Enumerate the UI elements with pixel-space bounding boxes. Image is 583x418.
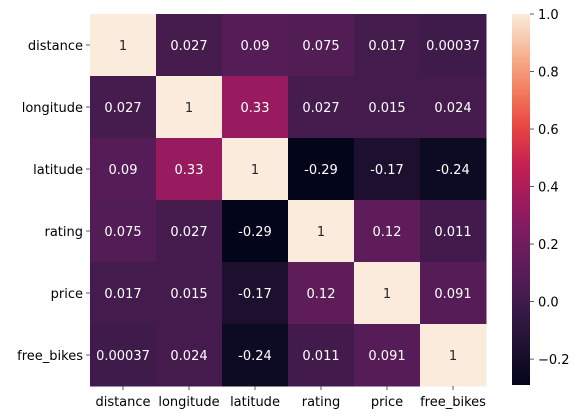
heatmap-cell (156, 14, 223, 77)
heatmap-cell (156, 200, 223, 263)
cell-value-label: 1 (383, 287, 391, 302)
heatmap-cell (222, 324, 289, 387)
cell-value-label: -0.24 (238, 349, 272, 364)
heatmap-cell (90, 76, 157, 139)
heatmap-cell (420, 138, 487, 201)
heatmap-cell (354, 138, 421, 201)
heatmap-cell (90, 200, 157, 263)
cell-value-label: 1 (317, 225, 325, 240)
heatmap-cell (420, 200, 487, 263)
cell-value-label: 0.024 (434, 101, 471, 116)
cell-value-label: 0.027 (170, 39, 207, 54)
heatmap-cell (354, 262, 421, 325)
y-tick-label: free_bikes (17, 349, 83, 364)
cell-value-label: -0.17 (370, 163, 404, 178)
y-tick-label: latitude (33, 163, 83, 178)
cell-value-label: 0.33 (175, 163, 204, 178)
cell-value-label: 0.017 (368, 39, 405, 54)
cell-value-label: 1 (185, 101, 193, 116)
heatmap-cell (420, 324, 487, 387)
heatmap-cell (354, 200, 421, 263)
y-tick-label: rating (44, 225, 83, 240)
heatmap-cell (90, 14, 157, 77)
heatmap-cell (156, 138, 223, 201)
cell-value-label: 1 (449, 349, 457, 364)
heatmap-cell (222, 138, 289, 201)
cell-value-label: 0.12 (373, 225, 402, 240)
y-axis-ticks: distance longitude latitude rating price free… (17, 39, 90, 364)
y-tick-label: longitude (22, 101, 83, 116)
heatmap-cell (354, 324, 421, 387)
heatmap-cell (288, 76, 355, 139)
cell-value-label: 0.011 (434, 225, 471, 240)
heatmap-cell (288, 200, 355, 263)
colorbar-tick-label: 1.0 (538, 8, 559, 23)
heatmap-cell (420, 76, 487, 139)
cell-value-label: 0.024 (170, 349, 207, 364)
cell-value-label: -0.17 (238, 287, 272, 302)
heatmap-cell (354, 76, 421, 139)
colorbar: −0.2 0.0 0.2 0.4 0.6 0.8 1.0 (512, 8, 570, 385)
cell-value-label: 0.075 (302, 39, 339, 54)
colorbar-tick-label: 0.2 (538, 238, 559, 253)
colorbar-tick-label: −0.2 (538, 353, 570, 368)
cell-value-label: -0.29 (304, 163, 338, 178)
cell-value-label: 0.091 (434, 287, 471, 302)
cell-value-label: 0.12 (307, 287, 336, 302)
y-tick-label: price (51, 287, 83, 302)
x-tick-label: rating (302, 395, 341, 410)
heatmap-cell (90, 324, 157, 387)
x-tick-label: price (371, 395, 403, 410)
cell-value-label: 0.00037 (96, 349, 150, 364)
heatmap-cell (288, 324, 355, 387)
cell-value-label: 0.09 (241, 39, 270, 54)
heatmap-cells (90, 14, 487, 387)
cell-value-label: -0.24 (436, 163, 470, 178)
cell-value-label: 0.027 (302, 101, 339, 116)
heatmap-cell (288, 14, 355, 77)
heatmap-cell (156, 324, 223, 387)
heatmap-cell (420, 262, 487, 325)
cell-value-label: 0.027 (104, 101, 141, 116)
cell-value-label: 0.00037 (426, 39, 480, 54)
cell-value-label: 0.091 (368, 349, 405, 364)
cell-value-labels: 1 0.027 0.09 0.075 0.017 0.00037 0.027 1 0.33 0.0… (96, 39, 480, 364)
x-tick-label: free_bikes (420, 395, 486, 410)
cell-value-label: 0.015 (368, 101, 405, 116)
heatmap-cell (222, 262, 289, 325)
heatmap-cell (156, 76, 223, 139)
cell-value-label: 0.015 (170, 287, 207, 302)
cell-value-label: 0.075 (104, 225, 141, 240)
heatmap-cell (420, 14, 487, 77)
cell-value-label: 0.027 (170, 225, 207, 240)
x-tick-label: longitude (158, 395, 219, 410)
heatmap-cell (90, 138, 157, 201)
cell-value-label: 0.33 (241, 101, 270, 116)
cell-value-label: 1 (119, 39, 127, 54)
heatmap-cell (222, 76, 289, 139)
colorbar-gradient (512, 14, 530, 385)
x-axis-ticks: distance longitude latitude rating price free… (95, 386, 486, 410)
cell-value-label: -0.29 (238, 225, 272, 240)
cell-value-label: 0.017 (104, 287, 141, 302)
cell-value-label: 0.011 (302, 349, 339, 364)
colorbar-tick-label: 0.6 (538, 123, 559, 138)
heatmap-cell (288, 138, 355, 201)
heatmap-cell (156, 262, 223, 325)
cell-value-label: 0.09 (109, 163, 138, 178)
colorbar-tick-label: 0.4 (538, 181, 559, 196)
heatmap-cell (354, 14, 421, 77)
x-tick-label: latitude (230, 395, 280, 410)
heatmap-cell (222, 14, 289, 77)
colorbar-tick-label: 0.8 (538, 66, 559, 81)
y-tick-label: distance (28, 39, 83, 54)
x-tick-label: distance (95, 395, 150, 410)
cell-value-label: 1 (251, 163, 259, 178)
heatmap-cell (288, 262, 355, 325)
heatmap-cell (222, 200, 289, 263)
heatmap-cell (90, 262, 157, 325)
colorbar-tick-label: 0.0 (538, 296, 559, 311)
